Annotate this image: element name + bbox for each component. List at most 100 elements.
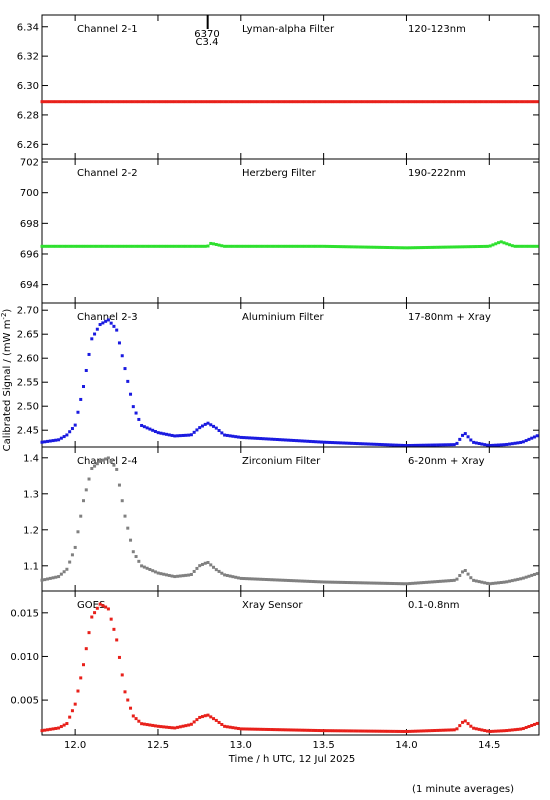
data-point [261, 727, 265, 731]
data-point [314, 244, 318, 248]
data-point [84, 488, 88, 492]
data-point [499, 100, 503, 104]
data-point [164, 432, 168, 436]
data-point [463, 432, 467, 436]
data-point [170, 244, 174, 248]
panel-frame [41, 590, 540, 736]
data-point [292, 100, 296, 104]
data-point [40, 244, 44, 248]
data-point [438, 100, 442, 104]
data-point [353, 245, 357, 249]
data-point [120, 499, 124, 503]
data-point [378, 581, 382, 585]
y-axis-label-sup: -2 [0, 313, 8, 320]
data-point [394, 729, 398, 733]
data-point [223, 433, 227, 437]
data-point [375, 245, 379, 249]
data-point [178, 574, 182, 578]
data-point [79, 397, 83, 401]
data-point [217, 100, 221, 104]
data-point [502, 443, 506, 447]
data-point [84, 100, 88, 104]
data-point [303, 579, 307, 583]
data-point [81, 663, 85, 667]
data-point [43, 578, 47, 582]
flare-label-top: 6370 [194, 29, 219, 40]
data-point [192, 430, 196, 434]
data-point [400, 443, 404, 447]
data-point [499, 443, 503, 447]
data-point [452, 100, 456, 104]
data-point [203, 422, 207, 426]
data-point [184, 724, 188, 728]
data-point [369, 729, 373, 733]
data-point [441, 245, 445, 249]
data-point [430, 580, 434, 584]
data-point [419, 443, 423, 447]
data-point [162, 244, 166, 248]
data-point [441, 100, 445, 104]
data-point [330, 100, 334, 104]
data-point [325, 729, 329, 733]
data-point [319, 244, 323, 248]
data-point [115, 467, 119, 471]
data-point [452, 443, 456, 447]
data-point [245, 436, 249, 440]
data-point [73, 702, 77, 706]
data-point [402, 443, 406, 447]
data-point [494, 100, 498, 104]
data-point [383, 100, 387, 104]
data-point [239, 100, 243, 104]
data-point [76, 530, 80, 534]
data-point [295, 579, 299, 583]
data-point [400, 582, 404, 586]
data-point [198, 564, 202, 568]
data-point [314, 728, 318, 732]
data-point [228, 100, 232, 104]
data-point [261, 244, 265, 248]
y-tick-label: 0.005 [10, 696, 39, 707]
data-point [95, 462, 99, 466]
data-point [532, 100, 536, 104]
data-point [51, 727, 55, 731]
data-point [164, 244, 168, 248]
data-point [212, 717, 216, 721]
panel-channel-label: Channel 2-3 [77, 312, 138, 323]
data-point [505, 729, 509, 733]
data-point [206, 244, 210, 248]
data-point [347, 100, 351, 104]
data-point [308, 439, 312, 443]
data-point [413, 729, 417, 733]
data-point [350, 245, 354, 249]
data-point [73, 423, 77, 427]
data-point [513, 728, 517, 732]
y-tick-label: 2.70 [17, 306, 39, 317]
data-point [508, 243, 512, 247]
data-point [419, 581, 423, 585]
data-point [295, 728, 299, 732]
data-point [408, 582, 412, 586]
data-point [115, 328, 119, 332]
data-point [535, 572, 539, 576]
data-point [355, 100, 359, 104]
data-point [214, 100, 218, 104]
data-point [427, 443, 431, 447]
data-point [527, 437, 531, 441]
data-point [162, 100, 166, 104]
data-point [411, 443, 415, 447]
data-point [411, 729, 415, 733]
data-point [81, 100, 85, 104]
data-point [317, 100, 321, 104]
data-point [322, 440, 326, 444]
data-point [306, 244, 310, 248]
data-point [516, 441, 520, 445]
data-point [184, 573, 188, 577]
data-point [112, 463, 116, 467]
data-point [48, 576, 52, 580]
data-point [494, 729, 498, 733]
data-point [228, 434, 232, 438]
data-point [137, 559, 141, 563]
data-point [220, 431, 224, 435]
data-point [372, 442, 376, 446]
data-point [228, 244, 232, 248]
